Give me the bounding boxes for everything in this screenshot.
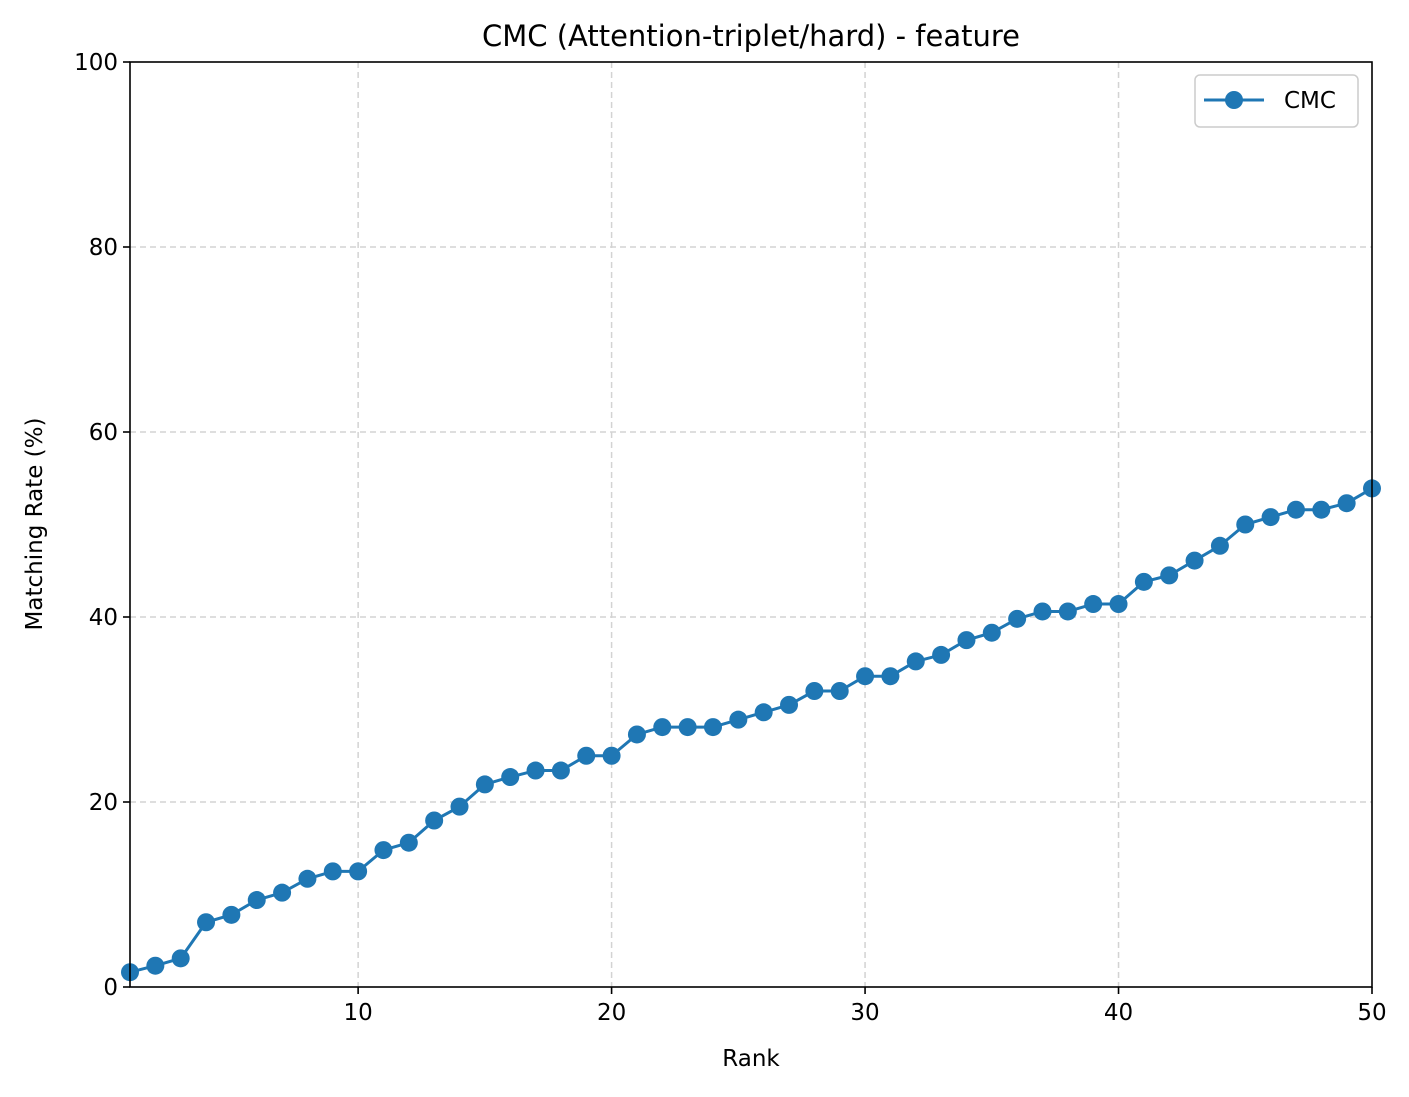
data-point <box>1084 595 1103 614</box>
data-point <box>450 797 469 816</box>
x-tick-label: 40 <box>1104 1000 1133 1026</box>
data-point <box>425 811 444 830</box>
legend-marker-sample <box>1225 91 1243 109</box>
data-point <box>1109 595 1128 614</box>
data-point <box>551 761 570 780</box>
data-point <box>1134 572 1153 591</box>
data-point <box>856 667 875 686</box>
data-point <box>703 718 722 737</box>
data-point <box>602 746 621 765</box>
data-point <box>1261 508 1280 527</box>
data-point <box>1286 500 1305 519</box>
data-point <box>780 695 799 714</box>
data-point <box>678 718 697 737</box>
data-point <box>501 768 520 787</box>
legend-label-cmc: CMC <box>1284 88 1336 114</box>
data-point <box>273 883 292 902</box>
data-point <box>526 761 545 780</box>
data-point <box>1008 609 1027 628</box>
y-tick-label: 80 <box>89 235 118 261</box>
y-tick-label: 20 <box>89 790 118 816</box>
legend: CMC <box>1194 74 1359 128</box>
grid-lines <box>130 62 1372 987</box>
data-point <box>349 862 368 881</box>
legend-box <box>1194 74 1359 128</box>
data-point <box>1210 536 1229 555</box>
chart-title: CMC (Attention-triplet/hard) - feature <box>482 19 1020 53</box>
x-axis-label: Rank <box>722 1046 780 1072</box>
series-layer <box>121 479 1381 982</box>
data-point <box>577 746 596 765</box>
y-axis-label: Matching Rate (%) <box>22 418 48 631</box>
data-point <box>830 682 849 700</box>
data-point <box>475 775 494 794</box>
data-point <box>982 623 1001 642</box>
data-point <box>1185 551 1204 570</box>
data-point <box>957 631 976 650</box>
data-point <box>171 949 190 968</box>
data-point <box>222 905 241 924</box>
y-tick-label: 100 <box>74 50 118 76</box>
data-point <box>1236 515 1255 534</box>
axis-ticks: 10 20 30 40 50 0 20 40 60 80 100 <box>74 50 1387 1026</box>
data-point <box>932 645 951 664</box>
data-point <box>374 841 393 860</box>
x-tick-label: 30 <box>850 1000 879 1026</box>
x-tick-label: 20 <box>597 1000 626 1026</box>
data-point <box>298 869 317 888</box>
x-tick-label: 10 <box>343 1000 372 1026</box>
y-tick-label: 0 <box>103 975 118 1001</box>
data-point <box>247 891 266 910</box>
data-point <box>1058 602 1077 621</box>
data-point <box>754 703 773 722</box>
data-point <box>323 862 342 881</box>
data-point <box>146 956 165 975</box>
data-point <box>729 710 748 729</box>
data-point <box>653 718 672 737</box>
data-point <box>1033 602 1052 621</box>
data-point <box>881 667 900 686</box>
data-point <box>1312 500 1331 519</box>
x-tick-label: 50 <box>1357 1000 1386 1026</box>
data-point <box>906 652 925 671</box>
y-tick-label: 40 <box>89 605 118 631</box>
y-tick-label: 60 <box>89 420 118 446</box>
data-point <box>1337 494 1356 513</box>
data-point <box>399 833 418 852</box>
data-point <box>805 682 824 700</box>
data-point <box>627 725 646 744</box>
data-point <box>1160 566 1179 585</box>
plot-frame <box>129 61 1373 988</box>
data-point <box>197 913 216 932</box>
